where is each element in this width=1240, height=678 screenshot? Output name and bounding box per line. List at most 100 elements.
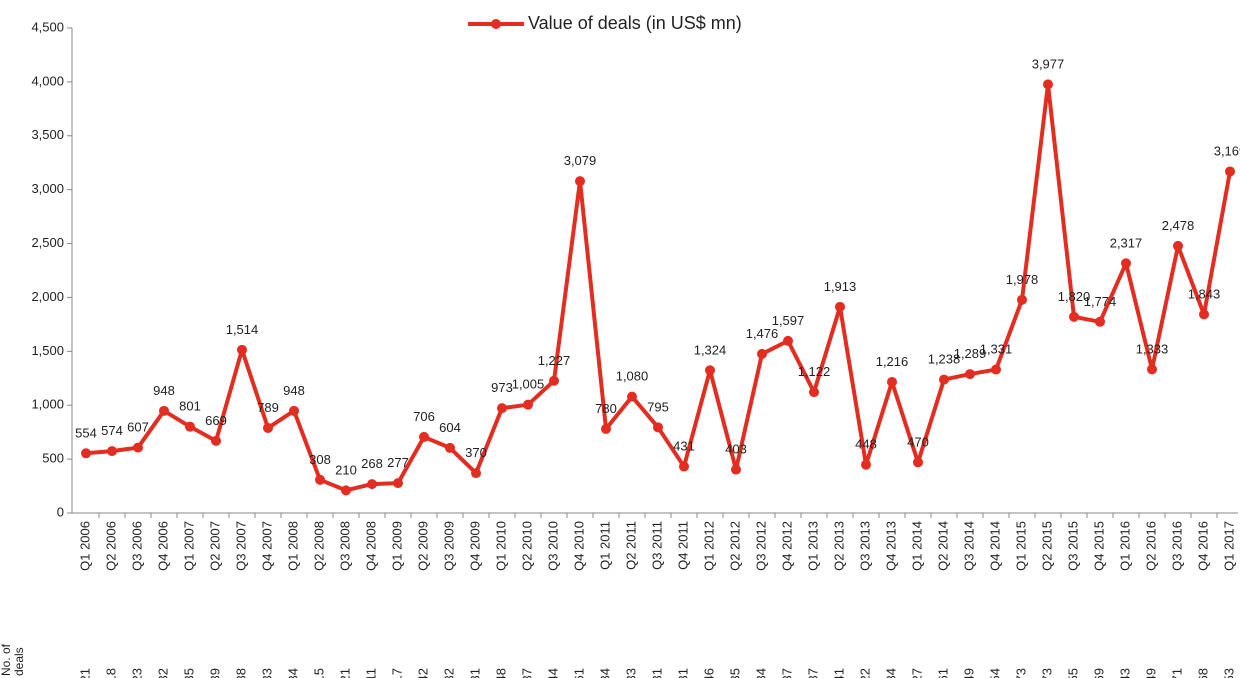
deal-count: 34 <box>753 668 768 678</box>
value-label: 308 <box>309 452 331 467</box>
point <box>419 431 429 442</box>
deal-count: 38 <box>233 668 248 678</box>
point <box>757 348 767 359</box>
value-label: 403 <box>725 442 747 457</box>
deal-count: 21 <box>77 668 92 678</box>
deal-count: 49 <box>1143 668 1158 678</box>
x-tick-label: Q1 2017 <box>1221 521 1236 571</box>
x-tick-label: Q1 2013 <box>805 521 820 571</box>
deal-count: 37 <box>805 668 820 678</box>
deal-count: 37 <box>779 668 794 678</box>
value-label: 3,977 <box>1032 56 1065 71</box>
y-tick-label: 4,000 <box>31 73 64 88</box>
point <box>471 468 481 479</box>
x-tick-label: Q3 2010 <box>545 521 560 571</box>
x-tick-label: Q1 2008 <box>285 521 300 571</box>
value-label: 948 <box>153 383 175 398</box>
x-tick-label: Q4 2009 <box>467 521 482 571</box>
point <box>965 369 975 380</box>
deal-count: 69 <box>1091 668 1106 678</box>
y-tick-label: 0 <box>57 504 64 519</box>
point <box>81 448 91 459</box>
x-tick-label: Q2 2006 <box>103 521 118 571</box>
point <box>913 457 923 468</box>
deal-count: 22 <box>857 668 872 678</box>
value-label: 1,978 <box>1006 272 1039 287</box>
x-tick-label: Q4 2008 <box>363 521 378 571</box>
value-label: 1,843 <box>1188 286 1221 301</box>
point <box>1147 364 1157 375</box>
deal-count: 39 <box>207 668 222 678</box>
point <box>783 335 793 346</box>
value-label: 706 <box>413 409 435 424</box>
point <box>445 442 455 453</box>
deal-count: 48 <box>493 668 508 678</box>
x-tick-label: Q4 2006 <box>155 521 170 571</box>
value-label: 948 <box>283 383 305 398</box>
value-label: 669 <box>205 413 227 428</box>
x-tick-label: Q3 2016 <box>1169 521 1184 571</box>
point <box>861 459 871 470</box>
x-tick-label: Q4 2007 <box>259 521 274 571</box>
point <box>627 391 637 402</box>
point <box>1199 309 1209 320</box>
value-label: 2,478 <box>1162 218 1195 233</box>
point <box>679 461 689 472</box>
value-label: 1,289 <box>954 346 987 361</box>
value-label: 795 <box>647 399 669 414</box>
deals-label: No. of deals <box>0 643 26 676</box>
value-label: 431 <box>673 439 695 454</box>
y-tick-label: 2,000 <box>31 289 64 304</box>
point <box>211 435 221 446</box>
point <box>1225 166 1235 177</box>
value-label: 1,333 <box>1136 341 1169 356</box>
value-label: 370 <box>465 445 487 460</box>
deal-count: 34 <box>597 668 612 678</box>
x-tick-label: Q2 2010 <box>519 521 534 571</box>
deal-count: 31 <box>467 668 482 678</box>
point <box>289 405 299 416</box>
value-label: 1,597 <box>772 313 805 328</box>
deal-count: 61 <box>571 668 586 678</box>
point <box>939 374 949 385</box>
x-tick-label: Q2 2016 <box>1143 521 1158 571</box>
value-label: 789 <box>257 400 279 415</box>
deal-count: 41 <box>831 668 846 678</box>
point <box>575 176 585 187</box>
value-label: 3,169 <box>1214 143 1240 158</box>
y-tick-label: 2,500 <box>31 235 64 250</box>
value-label: 277 <box>387 455 409 470</box>
value-label: 1,820 <box>1058 289 1091 304</box>
point <box>549 375 559 386</box>
point <box>1043 79 1053 90</box>
value-label: 1,514 <box>226 322 259 337</box>
x-tick-label: Q1 2009 <box>389 521 404 571</box>
point <box>159 405 169 416</box>
y-tick-label: 1,500 <box>31 343 64 358</box>
value-label: 470 <box>907 434 929 449</box>
point <box>133 442 143 453</box>
x-tick-label: Q1 2010 <box>493 521 508 571</box>
deal-count: 46 <box>701 668 716 678</box>
y-tick-label: 3,000 <box>31 181 64 196</box>
deal-count: 71 <box>1169 668 1184 678</box>
deal-count: 35 <box>727 668 742 678</box>
x-tick-label: Q4 2014 <box>987 521 1002 571</box>
point <box>393 478 403 489</box>
y-tick-label: 4,500 <box>31 19 64 34</box>
point <box>341 485 351 496</box>
point <box>523 399 533 410</box>
x-tick-label: Q3 2015 <box>1065 521 1080 571</box>
x-tick-label: Q1 2014 <box>909 521 924 571</box>
deal-count: 34 <box>285 668 300 678</box>
deal-count: 49 <box>961 668 976 678</box>
legend-marker <box>491 19 501 29</box>
x-tick-label: Q4 2015 <box>1091 521 1106 571</box>
point <box>1173 240 1183 251</box>
deal-count: 31 <box>675 668 690 678</box>
point <box>705 365 715 376</box>
x-tick-label: Q1 2016 <box>1117 521 1132 571</box>
x-tick-label: Q3 2007 <box>233 521 248 571</box>
deal-count: 17 <box>389 668 404 678</box>
value-label: 3,079 <box>564 153 597 168</box>
